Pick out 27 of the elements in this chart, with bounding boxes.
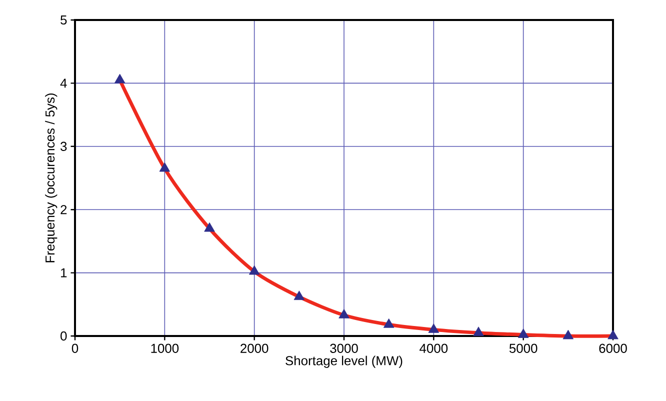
x-tick-label: 1000 [151,344,179,353]
point [608,330,618,340]
point [294,290,305,300]
point [562,330,574,340]
y-tick-label: 3 [60,142,67,151]
point [204,222,215,232]
x-tick-label: 5000 [509,344,538,353]
point [159,162,170,172]
y-tick-label: 5 [60,15,67,25]
point [114,74,126,84]
x-tick-label: 2000 [240,344,268,353]
x-tick-label: 6000 [599,344,627,353]
point [383,318,394,328]
y-tick-label: 1 [61,268,67,278]
y-tick-label: 0 [60,331,67,341]
x-tick-label: 4000 [420,344,448,353]
point [473,326,484,336]
x-tick-label: 3000 [330,344,358,353]
point [428,324,440,333]
y-axis-title: Frequency (occurences / 5ys) [45,94,58,262]
point [518,328,529,338]
x-axis-title: Shortage level (MW) [286,356,402,368]
y-tick-label: 4 [60,78,67,88]
y-tick-label: 2 [60,205,67,214]
point [248,265,260,275]
point [338,308,350,318]
x-tick-label: 0 [72,344,78,353]
